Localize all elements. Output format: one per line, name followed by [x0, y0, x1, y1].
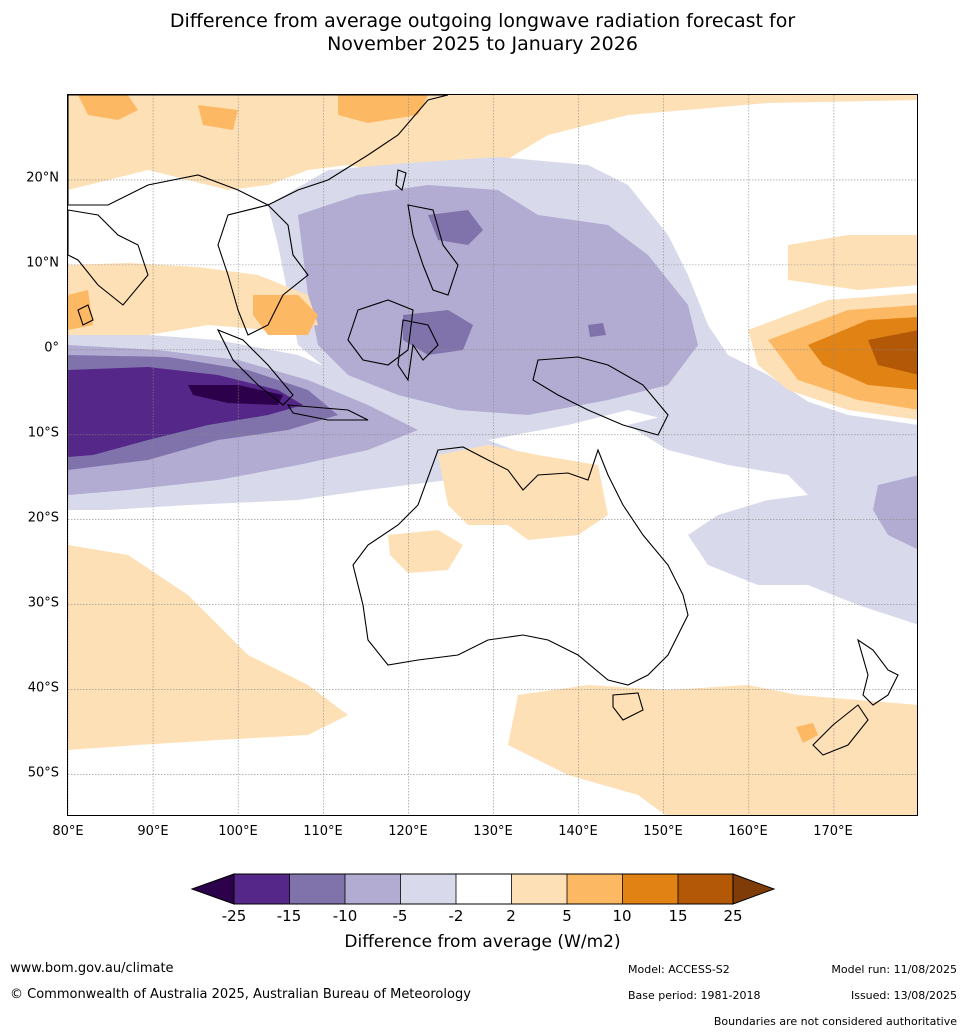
coastline-sri-lanka — [77, 304, 94, 326]
coastline-java — [286, 404, 369, 421]
footer-issued: Issued: 13/08/2025 — [850, 989, 957, 1002]
lon-label-100e: 100°E — [218, 824, 258, 839]
coastlines — [68, 95, 899, 756]
colorbar-extend-high — [732, 873, 776, 905]
lon-label-90e: 90°E — [137, 824, 169, 839]
anomaly-north-asia-orange-2 — [338, 95, 428, 123]
footer-model: Model: ACCESS-S2 — [628, 963, 730, 976]
coastline-new-guinea — [532, 356, 669, 436]
graticule — [68, 95, 917, 815]
anomaly-sulawesi-purple — [403, 310, 473, 355]
colorbar-swatch-4 — [400, 874, 456, 904]
coastline-borneo — [347, 299, 414, 366]
colorbar-swatch-6 — [511, 874, 567, 904]
colorbar-tick-2: 2 — [506, 907, 516, 925]
title-line-2: November 2025 to January 2026 — [327, 33, 638, 55]
footer-model-run: Model run: 11/08/2025 — [831, 963, 957, 976]
colorbar-swatch-5 — [456, 874, 512, 904]
lon-label-150e: 150°E — [643, 824, 683, 839]
coastline-tasmania — [612, 692, 644, 721]
colorbar-swatch-3 — [345, 874, 401, 904]
lon-label-120e: 120°E — [388, 824, 428, 839]
coastline-new-zealand-south — [812, 704, 869, 756]
colorbar-swatch-9 — [678, 874, 733, 904]
lat-label-10s: 10°S — [27, 425, 59, 441]
anomaly-tasman-light-orange — [508, 685, 917, 815]
colorbar-label: Difference from average (W/m2) — [344, 932, 621, 952]
lat-label-50s: 50°S — [27, 765, 59, 781]
coastline-philippines — [407, 204, 459, 296]
anomaly-eq-pacific-darkest-orange — [868, 330, 917, 375]
colorbar-extend-low — [190, 873, 235, 905]
anomaly-north-asia-light-orange — [68, 95, 917, 190]
colorbar-tick-neg10: -10 — [332, 907, 358, 925]
anomaly-south-pacific-lavender — [628, 395, 917, 625]
colorbar-tick-neg25: -25 — [221, 907, 247, 925]
lon-label-140e: 140°E — [558, 824, 598, 839]
lat-label-10n: 10°N — [26, 255, 59, 271]
coastline-sulawesi — [397, 319, 439, 382]
lon-label-130e: 130°E — [473, 824, 513, 839]
anomaly-north-australia-light-orange — [438, 445, 608, 540]
colorbar-tick-neg5: -5 — [392, 907, 408, 925]
coastline-indochina — [217, 204, 309, 336]
lat-label-30s: 30°S — [27, 595, 59, 611]
colorbar-tick-neg15: -15 — [276, 907, 302, 925]
colorbar-swatch-1 — [234, 874, 290, 904]
lon-label-110e: 110°E — [303, 824, 343, 839]
anomaly-png-purple — [588, 323, 606, 337]
anomaly-indian-ocean-darkest — [188, 385, 283, 405]
lat-label-20s: 20°S — [27, 510, 59, 526]
map-panel — [67, 94, 918, 816]
anomaly-southern-indian-light-orange — [68, 545, 348, 750]
colorbar-swatch-2 — [289, 874, 345, 904]
anomaly-north-pacific-light-orange — [788, 235, 917, 290]
colorbar — [190, 873, 776, 905]
coastline-new-zealand-north — [857, 638, 899, 706]
coastline-taiwan — [395, 169, 407, 191]
lat-label-0: 0° — [44, 340, 59, 356]
lon-label-170e: 170°E — [813, 824, 853, 839]
footer-base-period: Base period: 1981-2018 — [628, 989, 761, 1002]
colorbar-tick-15: 15 — [668, 907, 688, 925]
anomaly-india-orange — [198, 105, 238, 130]
coastline-southeast-asia-mainland — [68, 95, 449, 206]
anomaly-coral-sea-lavender — [873, 475, 917, 550]
lat-label-20n: 20°N — [26, 170, 59, 186]
colorbar-swatch-8 — [622, 874, 678, 904]
footer-copyright: © Commonwealth of Australia 2025, Austra… — [10, 987, 471, 1002]
anomaly-shading — [68, 95, 917, 815]
anomaly-andaman-orange — [253, 295, 318, 335]
anomaly-nz-orange — [796, 723, 818, 743]
colorbar-tick-25: 25 — [723, 907, 743, 925]
colorbar-tick-5: 5 — [562, 907, 572, 925]
lat-label-40s: 40°S — [27, 680, 59, 696]
colorbar-tick-neg2: -2 — [448, 907, 464, 925]
coastline-india — [68, 209, 149, 306]
anomaly-north-asia-orange — [78, 95, 138, 120]
anomaly-eq-pacific-dark-orange — [808, 317, 917, 390]
footer-disclaimer: Boundaries are not considered authoritat… — [713, 1015, 957, 1028]
anomaly-west-australia-light-orange — [388, 530, 463, 573]
colorbar-frame — [233, 873, 734, 905]
title-line-1: Difference from average outgoing longwav… — [169, 10, 796, 32]
colorbar-tick-10: 10 — [612, 907, 632, 925]
map-svg — [68, 95, 917, 815]
colorbar-dividers — [289, 874, 679, 904]
lon-label-80e: 80°E — [52, 824, 84, 839]
footer-website: www.bom.gov.au/climate — [10, 961, 174, 976]
anomaly-arabian-orange — [68, 290, 93, 330]
anomaly-philippines-purple — [428, 210, 483, 245]
coastline-sumatra — [216, 328, 294, 406]
colorbar-swatch-7 — [567, 874, 623, 904]
lon-label-160e: 160°E — [728, 824, 768, 839]
chart-title: Difference from average outgoing longwav… — [0, 10, 965, 56]
coastline-australia — [352, 446, 689, 686]
